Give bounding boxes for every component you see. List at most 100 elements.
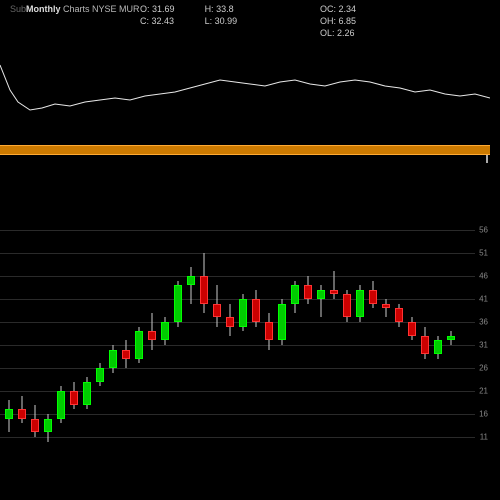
candle-body: [5, 409, 13, 418]
separator-band: [0, 145, 490, 155]
candle[interactable]: [382, 230, 390, 460]
candle-body: [148, 331, 156, 340]
ohlc-readout: O: 31.69 H: 33.8 C: 32.43 L: 30.99: [140, 4, 237, 26]
line-chart-svg: [0, 30, 490, 140]
title-rest: Charts NYSE MUR: [61, 4, 140, 14]
y-axis-label: 11: [480, 433, 488, 442]
candle-body: [343, 294, 351, 317]
candle[interactable]: [213, 230, 221, 460]
low-label: L: 30.99: [205, 16, 238, 26]
close-label: C: 32.43: [140, 16, 175, 26]
y-axis-label: 51: [479, 249, 488, 258]
candle-body: [174, 285, 182, 322]
candle[interactable]: [278, 230, 286, 460]
high-label: H: 33.8: [205, 4, 238, 14]
y-axis-label: 36: [479, 318, 488, 327]
candle[interactable]: [135, 230, 143, 460]
candle[interactable]: [70, 230, 78, 460]
y-axis-label: 41: [479, 295, 488, 304]
candle[interactable]: [369, 230, 377, 460]
candle[interactable]: [395, 230, 403, 460]
candle-body: [317, 290, 325, 299]
candle[interactable]: [343, 230, 351, 460]
candle-body: [122, 350, 130, 359]
candle[interactable]: [31, 230, 39, 460]
candle[interactable]: [161, 230, 169, 460]
y-axis-label: 16: [479, 410, 488, 419]
candle-body: [83, 382, 91, 405]
candle-body: [278, 304, 286, 341]
candle-body: [291, 285, 299, 303]
candle[interactable]: [408, 230, 416, 460]
candle-body: [109, 350, 117, 368]
candle-body: [135, 331, 143, 359]
candle[interactable]: [291, 230, 299, 460]
candle[interactable]: [265, 230, 273, 460]
candle[interactable]: [83, 230, 91, 460]
chart-title: SubMonthly Charts NYSE MUR: [10, 4, 140, 14]
candle-body: [239, 299, 247, 327]
candle-body: [382, 304, 390, 309]
candle[interactable]: [174, 230, 182, 460]
candle[interactable]: [44, 230, 52, 460]
candle-container: [0, 230, 475, 460]
candle[interactable]: [200, 230, 208, 460]
candle-body: [421, 336, 429, 354]
candle[interactable]: [447, 230, 455, 460]
candle[interactable]: [226, 230, 234, 460]
candle[interactable]: [5, 230, 13, 460]
candlestick-chart[interactable]: 11162126313641465156: [0, 230, 490, 460]
candle-body: [200, 276, 208, 304]
candle-body: [330, 290, 338, 295]
candle[interactable]: [421, 230, 429, 460]
candle[interactable]: [122, 230, 130, 460]
candle-body: [304, 285, 312, 299]
title-bold: Monthly: [26, 4, 61, 14]
candle[interactable]: [187, 230, 195, 460]
candle-wick: [191, 267, 192, 304]
candle-body: [447, 336, 455, 341]
candle-body: [408, 322, 416, 336]
candle-wick: [386, 299, 387, 317]
y-axis-label: 21: [479, 387, 488, 396]
candle-body: [57, 391, 65, 419]
candle-body: [356, 290, 364, 318]
candle-body: [395, 308, 403, 322]
candle[interactable]: [18, 230, 26, 460]
candle[interactable]: [239, 230, 247, 460]
candle-body: [187, 276, 195, 285]
candle-body: [265, 322, 273, 340]
candle-body: [31, 419, 39, 433]
candle[interactable]: [252, 230, 260, 460]
candle[interactable]: [109, 230, 117, 460]
candle-body: [252, 299, 260, 322]
y-axis-label: 26: [479, 364, 488, 373]
candle[interactable]: [434, 230, 442, 460]
candle[interactable]: [330, 230, 338, 460]
candle-body: [213, 304, 221, 318]
candle-body: [369, 290, 377, 304]
candle-body: [226, 317, 234, 326]
indicator-line-chart: [0, 30, 490, 140]
oc-label: OC: 2.34: [320, 4, 356, 14]
candle[interactable]: [57, 230, 65, 460]
candle[interactable]: [96, 230, 104, 460]
candle-body: [70, 391, 78, 405]
candle[interactable]: [356, 230, 364, 460]
candle-body: [161, 322, 169, 340]
title-faded: Sub: [10, 4, 26, 14]
y-axis-label: 31: [479, 341, 488, 350]
candle-body: [18, 409, 26, 418]
candle-body: [44, 419, 52, 433]
candle[interactable]: [317, 230, 325, 460]
candle-body: [434, 340, 442, 354]
y-axis-label: 46: [479, 272, 488, 281]
oh-label: OH: 6.85: [320, 16, 356, 26]
candle[interactable]: [148, 230, 156, 460]
y-axis-label: 56: [479, 226, 488, 235]
candle-wick: [334, 271, 335, 299]
volume-tick-icon: [486, 155, 488, 163]
candle[interactable]: [304, 230, 312, 460]
candle-body: [96, 368, 104, 382]
open-label: O: 31.69: [140, 4, 175, 14]
